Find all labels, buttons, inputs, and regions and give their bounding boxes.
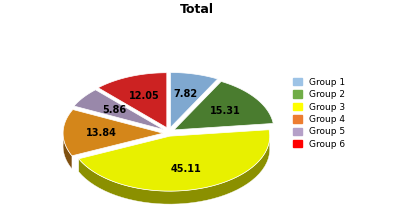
Text: 45.11: 45.11 — [171, 164, 202, 174]
Polygon shape — [74, 90, 164, 130]
Text: 5.86: 5.86 — [102, 105, 126, 115]
Polygon shape — [63, 131, 72, 169]
Text: 7.82: 7.82 — [173, 89, 198, 99]
Polygon shape — [174, 81, 273, 130]
Text: 13.84: 13.84 — [86, 128, 116, 138]
Polygon shape — [79, 134, 270, 204]
Text: 12.05: 12.05 — [129, 91, 159, 101]
Text: 15.31: 15.31 — [210, 106, 241, 116]
Polygon shape — [79, 130, 270, 191]
Polygon shape — [63, 110, 163, 156]
Legend: Group 1, Group 2, Group 3, Group 4, Group 5, Group 6: Group 1, Group 2, Group 3, Group 4, Grou… — [289, 74, 349, 153]
Polygon shape — [171, 73, 218, 127]
Title: Total: Total — [180, 3, 213, 16]
Polygon shape — [98, 73, 167, 128]
